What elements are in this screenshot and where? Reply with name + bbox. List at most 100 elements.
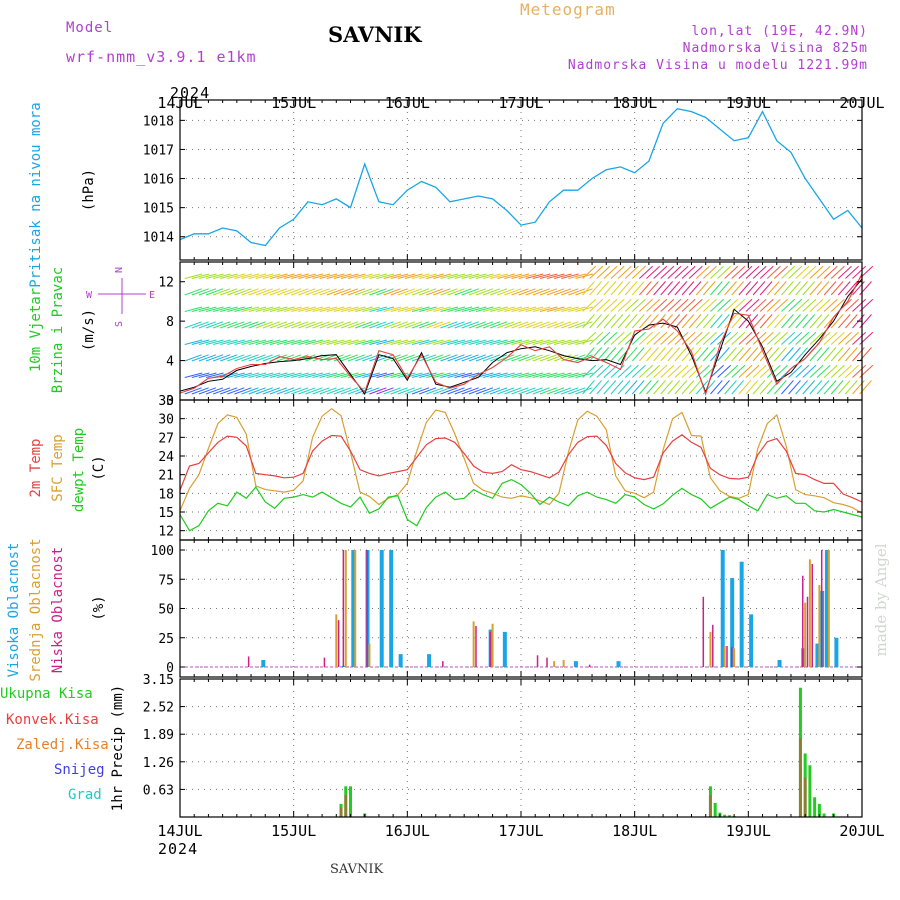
wind-barb xyxy=(376,339,395,345)
wind-bg xyxy=(180,262,862,400)
wind-barb xyxy=(205,339,224,345)
wind-barb xyxy=(383,321,401,329)
wind-barb xyxy=(702,265,717,279)
wind-barb xyxy=(461,339,480,345)
cloud-bar-2-11 xyxy=(702,596,705,667)
wind-barb xyxy=(397,288,415,296)
ytick-label-2-4: 24 xyxy=(158,450,174,465)
ytick-label-4-1: 1.26 xyxy=(143,756,174,771)
wind-ylabel-2: Brzina i Pravac xyxy=(50,267,66,393)
wind-barb xyxy=(426,321,444,329)
wind-barb xyxy=(788,265,803,279)
wind-barb xyxy=(497,387,515,395)
wind-barb xyxy=(624,298,639,312)
wind-barb xyxy=(823,347,837,362)
wind-barb xyxy=(582,281,595,296)
wind-barb xyxy=(340,273,359,279)
wind-barb xyxy=(837,380,851,395)
cloud-bar-1-9 xyxy=(723,645,726,667)
wind-barb xyxy=(624,281,638,296)
wind-barb xyxy=(184,339,203,345)
wind-barb xyxy=(688,265,703,279)
cloud-bar-1-12 xyxy=(808,559,811,667)
wind-barb xyxy=(631,364,646,378)
ytick-label-3-2: 50 xyxy=(158,603,174,618)
ytick-label-2-6: 30 xyxy=(158,413,174,428)
wind-barb xyxy=(525,288,543,296)
wind-barb xyxy=(497,273,515,279)
wind-barb xyxy=(809,380,823,395)
wind-barb xyxy=(774,380,787,395)
wind-barb xyxy=(596,364,611,378)
wind-barb xyxy=(809,281,823,296)
wind-barb xyxy=(539,306,558,312)
wind-barb xyxy=(788,380,801,395)
wind-barb xyxy=(376,354,394,362)
wind-barb xyxy=(397,306,416,312)
wind-barb xyxy=(653,298,668,312)
wind-barb xyxy=(774,314,787,329)
wind-barb xyxy=(440,288,458,296)
wind-barb xyxy=(511,306,530,312)
wind-barb xyxy=(269,288,288,296)
wind-barb xyxy=(809,265,824,279)
wind-barb xyxy=(212,321,231,329)
wind-barb xyxy=(461,273,480,279)
precip-bar-0-8 xyxy=(727,815,731,817)
wind-barb xyxy=(589,347,602,362)
wind-barb xyxy=(525,372,544,378)
wind-barb xyxy=(639,298,653,312)
cloud-bar-2-0 xyxy=(247,656,250,667)
wind-barb xyxy=(681,380,695,395)
wind-barb xyxy=(674,380,688,395)
wind-barb xyxy=(348,339,366,345)
wind-barb xyxy=(631,281,645,296)
wind-barb xyxy=(568,273,586,279)
wind-barb xyxy=(823,380,837,395)
wind-barb xyxy=(766,364,781,378)
wind-barb xyxy=(411,339,430,345)
wind-barb xyxy=(369,306,388,312)
wind-barb xyxy=(823,331,838,345)
cloud-bar-2-6 xyxy=(475,626,477,667)
cloud-bar-1-7 xyxy=(562,659,565,667)
wind-barb xyxy=(284,387,302,395)
wind-barb xyxy=(582,380,595,395)
wind-barb xyxy=(653,265,668,279)
wind-barb xyxy=(660,298,675,312)
wind-barb xyxy=(603,298,618,312)
wind-barb xyxy=(674,314,688,329)
wind-barb xyxy=(390,372,409,378)
wind-barb xyxy=(426,372,444,378)
wind-barb xyxy=(617,331,632,345)
wind-barb xyxy=(390,306,409,312)
wind-barb xyxy=(305,387,323,395)
wind-barb xyxy=(411,273,430,279)
wind-barb xyxy=(355,288,373,296)
wind-barb xyxy=(376,321,394,329)
wind-barb xyxy=(539,354,558,362)
wind-barb xyxy=(631,265,646,279)
wind-barb xyxy=(745,298,760,312)
wind-barb xyxy=(255,387,273,395)
wind-barb xyxy=(837,347,851,362)
cloud-bar-0-6 xyxy=(398,654,403,667)
wind-barb xyxy=(845,265,859,279)
wind-barb xyxy=(781,347,794,362)
wind-barb xyxy=(298,306,316,312)
wind-barb xyxy=(461,387,479,395)
wind-barb xyxy=(475,387,494,395)
wind-barb xyxy=(369,273,388,279)
wind-barb xyxy=(845,347,858,362)
wind-barb xyxy=(433,387,451,395)
wind-barb xyxy=(568,372,586,378)
wind-barb xyxy=(298,387,316,395)
cloud-bar-2-4 xyxy=(366,550,368,667)
wind-barb xyxy=(227,288,245,296)
wind-barb xyxy=(738,331,753,345)
wind-barb xyxy=(837,281,851,296)
wind-barb xyxy=(610,298,625,312)
wind-barb xyxy=(333,321,351,329)
wind-barb xyxy=(319,288,337,296)
wind-barb xyxy=(227,321,245,329)
